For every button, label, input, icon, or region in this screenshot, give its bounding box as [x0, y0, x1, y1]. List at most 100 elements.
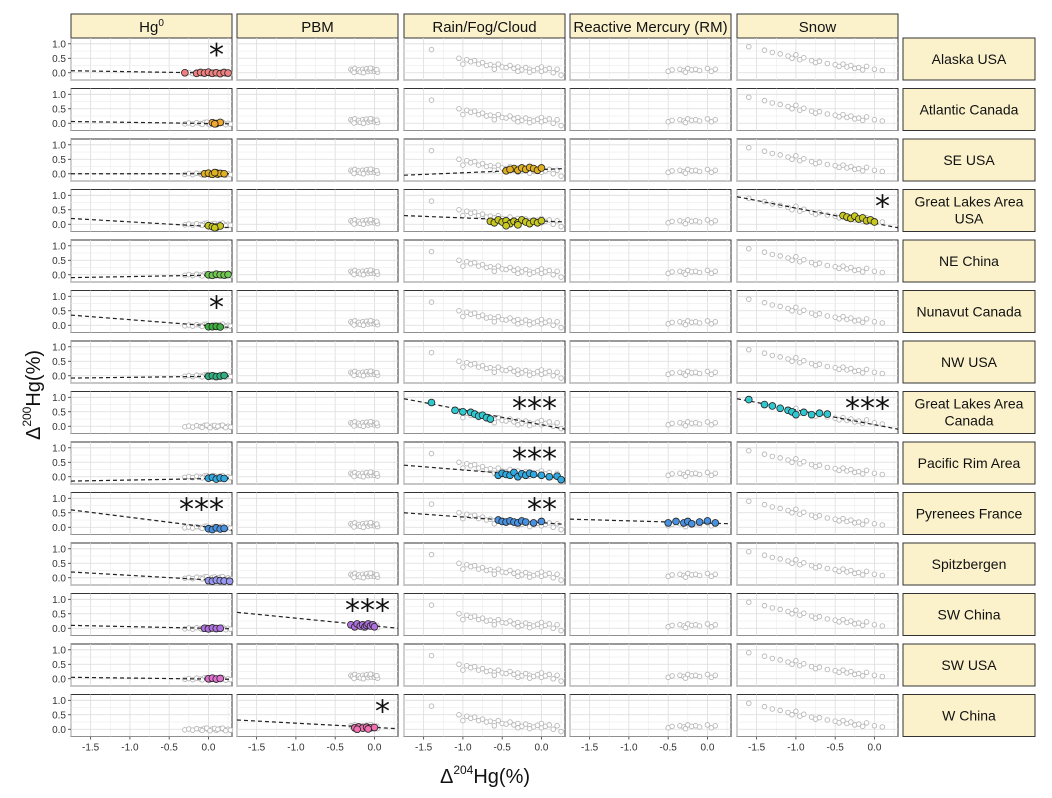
background-point — [526, 119, 533, 126]
background-point — [351, 473, 357, 480]
background-point — [479, 665, 486, 672]
panel — [569, 88, 732, 131]
background-point — [491, 268, 498, 275]
background-point — [840, 111, 846, 118]
background-point — [801, 509, 807, 515]
background-point — [538, 114, 545, 121]
row-label: Spitzbergen — [932, 556, 1007, 572]
background-point — [554, 723, 560, 729]
background-point — [836, 164, 842, 171]
background-point — [840, 162, 846, 168]
trend-line — [736, 398, 899, 430]
background-point — [712, 218, 719, 224]
background-point — [507, 264, 513, 271]
background-point — [227, 323, 234, 329]
background-point — [793, 52, 799, 58]
background-point — [460, 717, 466, 724]
data-point — [703, 517, 712, 525]
background-point — [848, 163, 854, 170]
background-point — [793, 102, 799, 109]
x-tick-label: -0.5 — [494, 743, 512, 754]
row-strip — [902, 239, 1036, 283]
background-point — [479, 261, 486, 268]
background-point — [460, 616, 466, 623]
background-point — [507, 719, 513, 725]
background-point — [855, 64, 862, 71]
background-point — [761, 97, 768, 104]
background-point — [550, 575, 556, 581]
background-point — [558, 728, 564, 735]
data-point — [370, 623, 379, 631]
background-point — [456, 308, 462, 314]
background-point — [801, 155, 807, 162]
column-label: PBM — [301, 19, 334, 36]
background-point — [374, 369, 380, 376]
row-strip — [902, 593, 1036, 636]
background-point — [199, 475, 205, 481]
significance-marker: * — [209, 291, 224, 326]
background-point — [546, 419, 553, 425]
background-point — [785, 608, 791, 615]
data-point — [537, 216, 546, 225]
background-point — [816, 613, 823, 620]
background-point — [777, 303, 783, 310]
background-point — [374, 521, 380, 527]
background-point — [428, 652, 435, 659]
background-point — [526, 523, 533, 530]
y-tick-label: 1.0 — [52, 494, 66, 505]
background-point — [456, 106, 462, 112]
background-point — [360, 322, 367, 329]
background-point — [199, 424, 205, 431]
background-point — [761, 299, 768, 306]
background-point — [848, 567, 854, 574]
y-tick-label: 1.0 — [52, 595, 66, 606]
background-point — [785, 457, 791, 463]
background-point — [789, 459, 795, 466]
background-point — [863, 316, 870, 322]
row-label: Canada — [944, 413, 993, 429]
background-point — [554, 420, 560, 426]
x-tick-label: -1.0 — [787, 743, 805, 754]
background-point — [863, 265, 870, 272]
row-strip — [902, 290, 1036, 333]
background-point — [351, 675, 357, 682]
data-point — [529, 519, 538, 527]
background-point — [816, 664, 823, 670]
background-point — [550, 726, 556, 733]
annotation-layer: ****** ********* ****** — [179, 38, 890, 730]
background-point — [495, 364, 501, 370]
background-point — [215, 423, 221, 430]
background-point — [746, 447, 752, 454]
background-point — [682, 119, 689, 126]
background-point — [546, 267, 553, 274]
y-tick-label: 0.0 — [52, 573, 66, 584]
background-point — [777, 606, 783, 613]
background-point — [836, 467, 842, 474]
background-point — [669, 471, 675, 477]
data-point — [486, 415, 495, 423]
background-point — [836, 316, 842, 322]
background-point — [507, 62, 513, 69]
background-point — [550, 120, 556, 127]
background-point — [456, 207, 462, 213]
background-point — [360, 70, 367, 76]
background-point — [801, 357, 807, 364]
background-point — [554, 218, 560, 224]
background-point — [351, 170, 357, 177]
background-point — [526, 624, 533, 631]
background-point — [199, 121, 205, 128]
background-point — [879, 522, 886, 528]
background-point — [777, 152, 783, 158]
data-point — [537, 517, 546, 526]
background-point — [746, 296, 752, 302]
background-point — [367, 418, 374, 425]
x-tick-label: -1.0 — [454, 743, 472, 754]
background-point — [863, 518, 870, 524]
y-tick-label: 1.0 — [52, 140, 66, 151]
background-point — [460, 364, 466, 370]
background-point — [789, 611, 795, 617]
background-point — [696, 421, 703, 427]
data-point — [451, 406, 459, 415]
background-point — [495, 717, 501, 724]
background-point — [696, 67, 703, 74]
